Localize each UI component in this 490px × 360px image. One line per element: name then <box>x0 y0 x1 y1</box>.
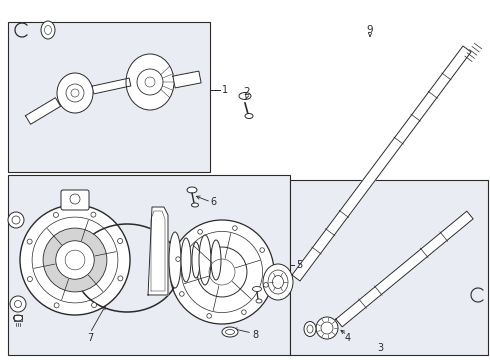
Ellipse shape <box>252 287 262 292</box>
Ellipse shape <box>239 93 251 99</box>
Circle shape <box>176 257 180 261</box>
Ellipse shape <box>211 240 221 280</box>
Ellipse shape <box>192 242 200 278</box>
Polygon shape <box>148 207 168 295</box>
Circle shape <box>118 276 123 281</box>
Bar <box>8 22 210 172</box>
Polygon shape <box>292 46 471 281</box>
Circle shape <box>316 317 338 339</box>
Text: 5: 5 <box>296 260 302 270</box>
Circle shape <box>66 84 84 102</box>
Circle shape <box>53 212 58 217</box>
Text: 7: 7 <box>87 333 93 343</box>
Circle shape <box>92 303 97 307</box>
Text: 1: 1 <box>222 85 228 95</box>
Ellipse shape <box>225 329 235 334</box>
Polygon shape <box>92 78 131 94</box>
Ellipse shape <box>304 321 316 337</box>
Circle shape <box>207 314 211 318</box>
Ellipse shape <box>14 315 23 321</box>
Circle shape <box>197 247 247 297</box>
Ellipse shape <box>41 21 55 39</box>
Ellipse shape <box>181 238 191 282</box>
Polygon shape <box>336 211 473 327</box>
Circle shape <box>70 194 80 204</box>
Text: 4: 4 <box>345 333 351 343</box>
Circle shape <box>170 220 274 324</box>
Circle shape <box>233 226 237 230</box>
Circle shape <box>56 241 94 279</box>
Polygon shape <box>25 98 61 124</box>
Circle shape <box>27 239 32 244</box>
Bar <box>290 180 488 355</box>
Ellipse shape <box>45 26 51 35</box>
Circle shape <box>198 230 202 234</box>
Circle shape <box>91 212 96 217</box>
Ellipse shape <box>199 235 211 285</box>
Circle shape <box>137 69 163 95</box>
Ellipse shape <box>169 232 181 288</box>
Circle shape <box>260 248 265 252</box>
Circle shape <box>10 296 26 312</box>
Ellipse shape <box>126 54 174 110</box>
Text: 3: 3 <box>377 343 383 353</box>
Text: 9: 9 <box>367 25 373 35</box>
Text: 8: 8 <box>252 330 258 340</box>
FancyBboxPatch shape <box>61 190 89 210</box>
Ellipse shape <box>192 203 198 207</box>
Circle shape <box>43 228 107 292</box>
Ellipse shape <box>187 187 197 193</box>
Ellipse shape <box>245 113 253 118</box>
Circle shape <box>54 303 59 308</box>
Ellipse shape <box>256 299 262 303</box>
Ellipse shape <box>263 264 293 300</box>
Circle shape <box>264 283 268 287</box>
Text: 2: 2 <box>244 87 250 97</box>
Circle shape <box>118 238 122 243</box>
Circle shape <box>179 292 184 296</box>
Text: 6: 6 <box>210 197 216 207</box>
Circle shape <box>242 310 246 314</box>
Circle shape <box>27 276 32 282</box>
Ellipse shape <box>307 325 313 333</box>
Polygon shape <box>173 71 201 88</box>
Circle shape <box>8 212 24 228</box>
Ellipse shape <box>57 73 93 113</box>
Ellipse shape <box>222 327 238 337</box>
Bar <box>8 175 290 355</box>
Circle shape <box>20 205 130 315</box>
